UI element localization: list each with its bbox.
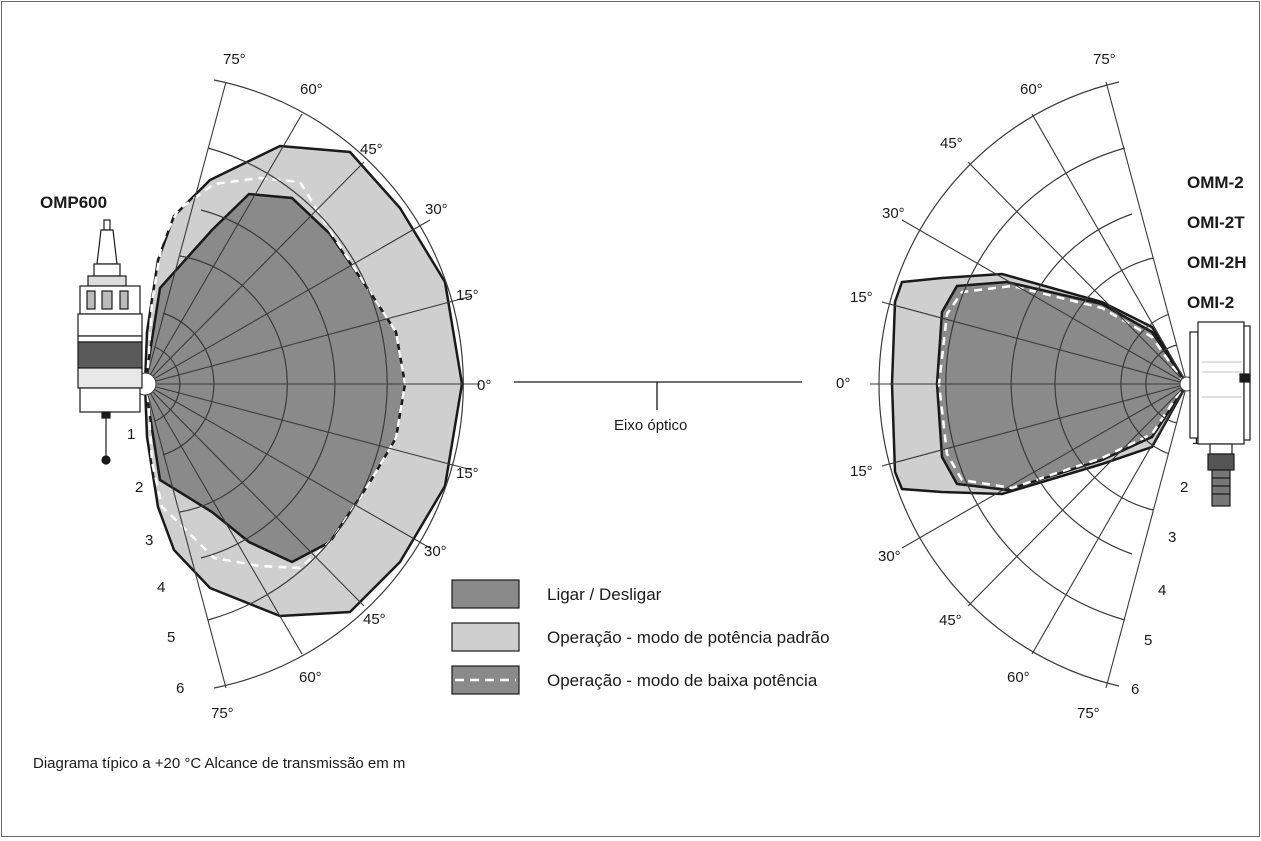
omp600-probe-illustration	[77, 219, 143, 465]
left-ring-label-5: 5	[167, 629, 175, 646]
right-spoke-75-up	[1105, 81, 1188, 385]
right-angle-30-down: 30°	[878, 548, 901, 565]
left-spoke-75-down	[144, 383, 227, 689]
left-angle-30-up: 30°	[425, 201, 448, 218]
left-angle-30-down: 30°	[424, 543, 447, 560]
left-spoke-45-down	[144, 383, 365, 607]
left-angle-45-down: 45°	[363, 611, 386, 628]
left-angle-60-up: 60°	[300, 81, 323, 98]
left-ring-label-1: 1	[127, 426, 135, 443]
diagram-caption: Diagrama típico a +20 °C Alcance de tran…	[33, 755, 405, 772]
legend-label-on-off: Ligar / Desligar	[547, 585, 662, 604]
right-spoke-75-down	[1105, 383, 1188, 689]
left-angle-75-up: 75°	[223, 51, 246, 68]
left-spoke-15-down	[144, 383, 473, 471]
optical-axis-label: Eixo óptico	[614, 417, 687, 434]
right-spoke-15-up	[881, 301, 1188, 385]
right-polar-diagram: 75° 60° 45° 30° 15° 0° 15° 30° 45° 60° 7…	[836, 51, 1251, 722]
right-spoke-30-down	[901, 383, 1188, 549]
right-angle-75-down: 75°	[1077, 705, 1100, 722]
right-device-label-omi2t: OMI-2T	[1187, 213, 1245, 232]
right-ring-label-2: 2	[1180, 479, 1188, 496]
left-ring-label-2: 2	[135, 479, 143, 496]
legend-label-low-power: Operação - modo de baixa potência	[547, 671, 818, 690]
right-angle-60-up: 60°	[1020, 81, 1043, 98]
legend-swatch-on-off	[451, 579, 520, 609]
right-device-label-omi2: OMI-2	[1187, 293, 1234, 312]
right-ring-label-1: 1	[1192, 431, 1200, 448]
left-spoke-30-up	[144, 219, 431, 385]
right-ring-label-6: 6	[1131, 681, 1139, 698]
left-spoke-45-up	[144, 161, 365, 385]
legend-label-standard: Operação - modo de potência padrão	[547, 628, 830, 647]
left-angle-15-down: 15°	[456, 465, 479, 482]
left-angle-15-up: 15°	[456, 287, 479, 304]
left-angle-0: 0°	[477, 377, 491, 394]
right-angle-15-up: 15°	[850, 289, 873, 306]
right-angle-45-up: 45°	[940, 135, 963, 152]
left-spoke-75-up	[144, 81, 227, 385]
optical-axis: Eixo óptico	[514, 381, 802, 434]
right-spoke-60-up	[1031, 113, 1188, 385]
right-angle-30-up: 30°	[882, 205, 905, 222]
right-device-label-omi2h: OMI-2H	[1187, 253, 1247, 272]
right-ring-label-5: 5	[1144, 632, 1152, 649]
right-device-label-omm2: OMM-2	[1187, 173, 1244, 192]
left-ring-label-3: 3	[145, 532, 153, 549]
left-spoke-30-down	[144, 383, 431, 549]
left-spoke-15-up	[144, 295, 473, 385]
left-polar-diagram: 75° 60° 45° 30° 15° 0° 15° 30° 45° 60° 7…	[40, 51, 491, 722]
left-spoke-60-up	[144, 113, 303, 385]
right-ring-label-3: 3	[1168, 529, 1176, 546]
right-angle-0: 0°	[836, 375, 850, 392]
legend: Ligar / Desligar Operação - modo de potê…	[451, 579, 830, 695]
right-angle-60-down: 60°	[1007, 669, 1030, 686]
right-ring-label-4: 4	[1158, 582, 1166, 599]
right-spoke-60-down	[1031, 383, 1188, 655]
legend-swatch-standard	[451, 622, 520, 652]
right-spoke-30-up	[901, 219, 1188, 385]
left-ring-label-4: 4	[157, 579, 165, 596]
left-device-label: OMP600	[40, 193, 107, 212]
right-angle-75-up: 75°	[1093, 51, 1116, 68]
right-spoke-45-up	[967, 161, 1188, 385]
left-angle-75-down: 75°	[211, 705, 234, 722]
omi2-receiver-illustration	[1189, 321, 1251, 507]
left-angle-45-up: 45°	[360, 141, 383, 158]
right-spoke-45-down	[967, 383, 1188, 607]
left-spoke-60-down	[144, 383, 303, 655]
right-on-off-region	[935, 280, 1189, 492]
left-ring-label-6: 6	[176, 680, 184, 697]
right-spoke-15-down	[881, 383, 1188, 467]
left-angle-60-down: 60°	[299, 669, 322, 686]
right-angle-15-down: 15°	[850, 463, 873, 480]
right-angle-45-down: 45°	[939, 612, 962, 629]
